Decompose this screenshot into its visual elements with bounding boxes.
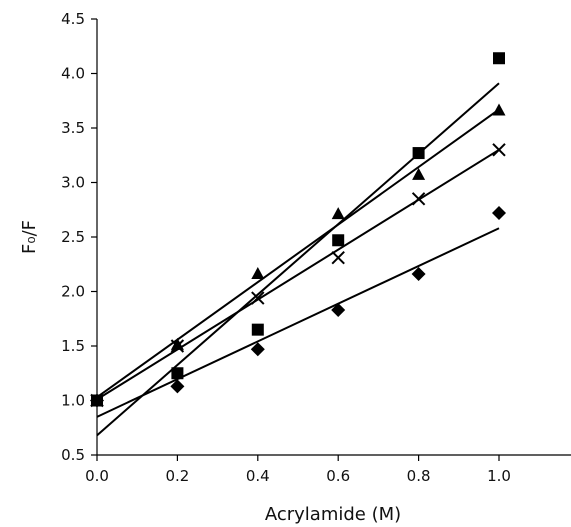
- axes: 0.5 1.0 1.5 2.0 2.5 3.0 3.5 4.0 4.5 0.0 0.2 0.4 0.6 0…: [61, 10, 571, 485]
- y-tick-label: 4.5: [61, 10, 85, 28]
- data-point-diamond: [170, 379, 185, 394]
- data-point-square: [493, 52, 505, 65]
- y-tick-label: 2.0: [61, 283, 85, 301]
- data-point-cross: [331, 251, 345, 265]
- data-point-square: [251, 323, 264, 336]
- y-tick-label: 2.5: [61, 228, 85, 246]
- data-point-diamond: [250, 342, 265, 357]
- fit-line-square: [96, 82, 500, 437]
- y-tick-label: 4.0: [61, 65, 85, 83]
- fit-line-triangle: [96, 108, 500, 399]
- y-tick-label: 3.5: [61, 119, 85, 137]
- data-markers: [90, 52, 506, 408]
- y-tick-label: 0.5: [61, 446, 85, 464]
- x-tick-label: 0.4: [246, 467, 270, 485]
- data-point-diamond: [90, 393, 104, 408]
- x-axis-title: Acrylamide (M): [265, 504, 401, 525]
- x-tick-label: 0.8: [407, 467, 431, 485]
- y-axis-title: F₀/F: [19, 220, 40, 254]
- data-point-triangle: [412, 167, 426, 180]
- data-point-triangle: [251, 267, 265, 280]
- y-tick-label: 3.0: [61, 174, 85, 192]
- data-point-diamond: [411, 267, 426, 282]
- fit-line-cross: [96, 148, 500, 401]
- x-tick-label: 0.6: [326, 467, 350, 485]
- y-tick-label: 1.5: [61, 337, 85, 355]
- y-tick-label: 1.0: [61, 392, 85, 410]
- data-point-square: [171, 367, 184, 380]
- data-point-triangle: [331, 207, 345, 220]
- data-point-square: [412, 147, 425, 160]
- data-point-cross: [251, 291, 265, 305]
- data-point-cross: [411, 192, 426, 206]
- x-tick-label: 1.0: [487, 467, 511, 485]
- data-point-square: [332, 234, 345, 247]
- data-point-triangle: [492, 103, 506, 116]
- x-tick-label: 0.0: [85, 467, 109, 485]
- data-point-diamond: [492, 206, 506, 221]
- fit-lines: [96, 82, 500, 437]
- fit-line-diamond: [96, 227, 500, 418]
- x-tick-label: 0.2: [165, 467, 189, 485]
- data-point-cross: [170, 339, 185, 353]
- data-point-triangle: [170, 337, 184, 350]
- data-point-cross: [492, 143, 506, 157]
- data-point-diamond: [331, 303, 346, 318]
